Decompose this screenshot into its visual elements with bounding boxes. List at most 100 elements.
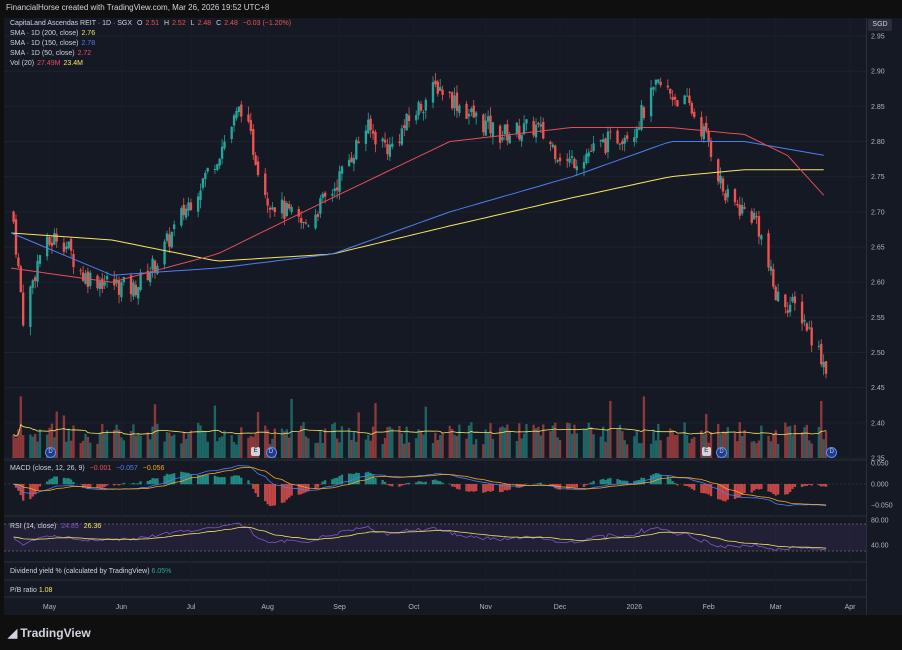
legend-sma200[interactable]: SMA · 1D (200, close) 2.76 [10,30,98,37]
legend-macd-v3: −0.056 [142,465,165,472]
candle-body-214 [726,189,729,198]
macd-hist-196 [669,478,672,485]
candle-body-137 [470,108,473,113]
macd-hist-66 [232,475,236,485]
volume-bar-34 [122,440,126,458]
price-scale[interactable] [866,18,902,615]
macd-hist-148 [506,484,509,491]
volume-bar-95 [331,424,334,458]
candle-body-105 [364,130,368,144]
legend-open-label: O [137,20,143,27]
volume-bar-207 [705,413,708,458]
macd-hist-45 [163,475,166,485]
candle-body-237 [805,323,809,331]
volume-bar-102 [352,432,356,458]
macd-hist-80 [280,484,284,503]
volume-bar-103 [355,441,358,458]
dividend-marker[interactable]: D [265,447,277,458]
legend-volume[interactable]: Vol (20) 27.49M 23.4M [10,60,86,67]
candle-body-230 [784,294,787,308]
rsi-ma-line [13,527,827,549]
legend-dividend-yield[interactable]: Dividend yield % (calculated by TradingV… [10,568,171,575]
candle-body-148 [506,124,509,141]
candle-body-85 [297,209,300,217]
volume-bar-100 [347,428,351,458]
candle-body-186 [635,128,638,138]
candle-body-47 [168,234,171,247]
candle-body-26 [98,281,102,290]
macd-hist-27 [101,484,104,488]
candle-body-189 [642,107,646,119]
candle-body-90 [314,214,317,229]
candle-body-93 [321,193,324,199]
volume-bar-87 [302,422,305,458]
tradingview-logo[interactable]: ◢ TradingView [8,626,91,640]
macd-hist-210 [717,484,720,500]
candle-body-158 [539,124,543,127]
volume-bar-177 [604,441,607,458]
legend-high: 2.52 [172,20,186,27]
macd-hist-37 [134,483,137,485]
macd-hist-156 [534,483,538,485]
candle-body-66 [232,115,236,126]
volume-bar-108 [371,426,375,458]
macd-hist-108 [371,475,375,485]
candle-body-51 [182,204,185,216]
volume-bar-66 [232,442,236,458]
volume-bar-14 [55,411,58,458]
macd-hist-193 [657,473,660,485]
macd-hist-130 [448,483,451,485]
dividend-marker[interactable]: D [45,447,57,458]
volume-bar-70 [247,437,250,458]
volume-bar-19 [72,425,75,458]
candle-body-16 [65,246,68,250]
macd-hist-184 [625,480,629,485]
legend-rsi[interactable]: RSI (14, close) 24.85 26.36 [10,523,104,530]
volume-bar-211 [719,433,722,458]
macd-hist-231 [786,484,789,495]
legend-sma150[interactable]: SMA · 1D (150, close) 2.78 [10,40,98,47]
macd-hist-48 [170,473,173,485]
macd-hist-57 [201,474,205,485]
candle-body-165 [566,159,569,161]
volume-bar-49 [172,434,176,458]
candle-body-80 [280,199,284,214]
macd-hist-143 [489,484,492,492]
dividend-marker[interactable]: D [826,447,838,458]
dividend-marker[interactable]: D [716,447,728,458]
candle-body-108 [371,130,375,134]
candle-body-139 [474,112,478,117]
legend-volume-value1: 27.49M [37,60,61,67]
candle-body-234 [793,296,797,304]
sma200-line [11,169,824,262]
volume-bar-105 [364,439,368,458]
volume-bar-23 [86,436,90,458]
candle-body-53 [187,202,190,211]
macd-hist-91 [316,484,320,488]
candle-body-116 [400,128,404,145]
macd-hist-138 [472,484,475,492]
macd-hist-207 [705,484,708,494]
volume-ma-line [13,423,827,437]
candle-body-97 [335,187,339,191]
macd-hist-79 [273,484,276,506]
volume-bar-226 [769,441,773,458]
legend-macd[interactable]: MACD (close, 12, 26, 9) −0.001 −0.057 −0… [10,465,167,472]
currency-badge: SGD [868,19,892,31]
volume-bar-60 [213,405,217,458]
macd-hist-73 [254,484,257,494]
legend-pb-ratio[interactable]: P/B ratio 1.08 [10,587,52,594]
candle-body-3 [19,266,22,293]
macd-hist-18 [69,479,73,485]
macd-hist-120 [415,482,418,485]
dividend-value: 6.05% [151,568,172,575]
candle-body-159 [542,121,545,139]
earnings-marker[interactable]: E [701,447,711,456]
volume-bar-15 [62,415,66,458]
earnings-marker[interactable]: E [251,447,261,456]
volume-bar-142 [486,432,490,458]
candle-body-143 [489,115,492,134]
legend-sma50[interactable]: SMA · 1D (50, close) 2.72 [10,50,94,57]
candle-body-60 [213,168,217,170]
